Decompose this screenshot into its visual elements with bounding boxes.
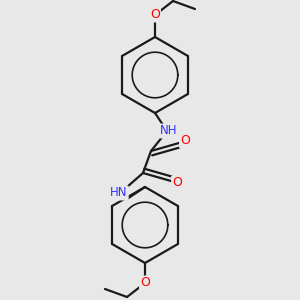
Text: HN: HN [110, 187, 128, 200]
Text: O: O [172, 176, 182, 190]
Text: NH: NH [160, 124, 178, 137]
Text: O: O [140, 277, 150, 290]
Text: O: O [180, 134, 190, 148]
Text: O: O [150, 8, 160, 22]
